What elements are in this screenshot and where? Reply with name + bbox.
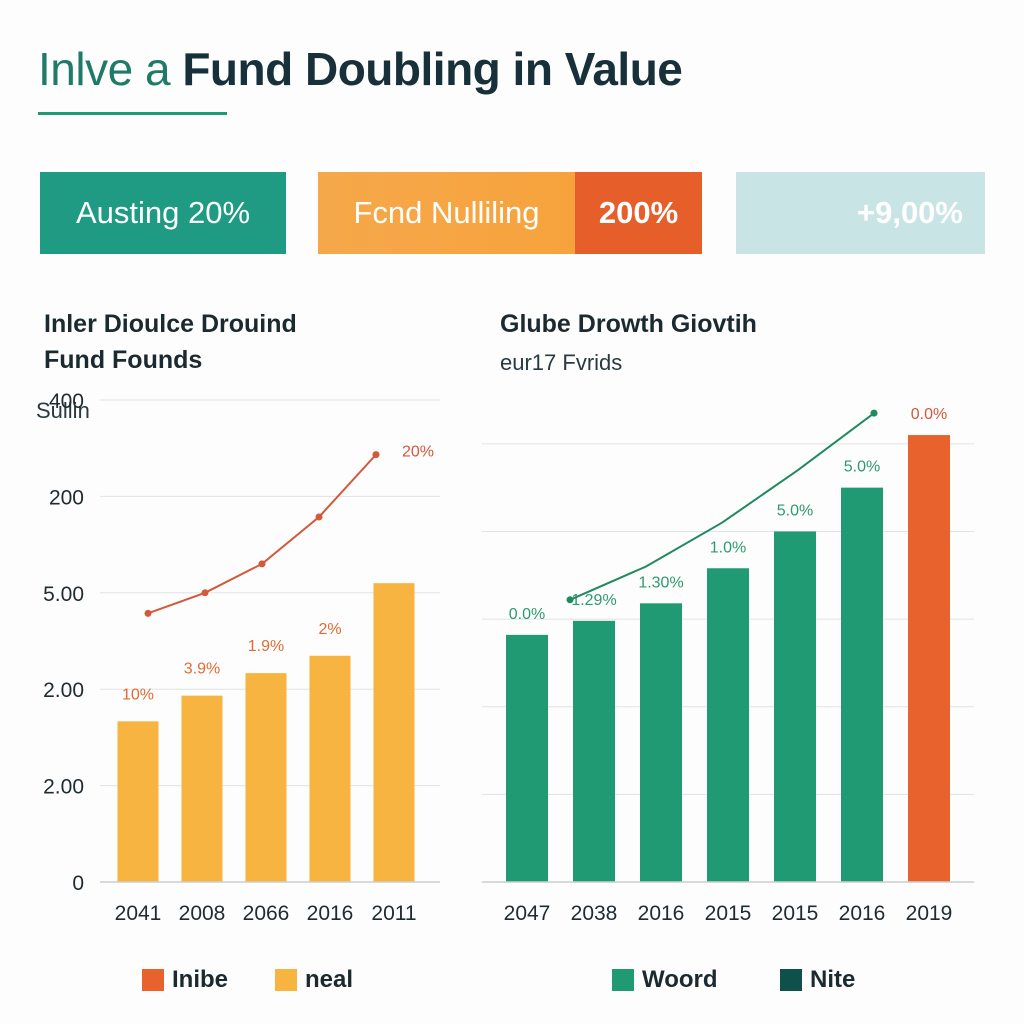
legend-label: Nite [810,966,856,993]
left-chart: Sullin 0 2.00 2.00 5.00 200 400 10% 2041 3.9% 2008… [36,390,440,925]
y-tick-label: 0 [72,872,84,895]
legend-right-1: Woord [612,966,718,994]
y-tick-label: 2.00 [43,776,84,799]
y-axis-label: Sullin [36,398,90,423]
bar-label: 0.0% [911,406,947,423]
legend-left-1: Inibe [142,966,228,994]
x-tick-label: 2016 [839,902,886,925]
trend-point [372,451,380,459]
x-tick-label: 2015 [772,902,819,925]
trend-point [870,409,878,417]
bar [774,531,816,882]
title-bold: Fund Doubling in Value [182,43,683,95]
legend-label: Inibe [172,966,229,993]
banner-middle: Fcnd Nulliling 200% [318,172,702,254]
trend-point [201,589,209,597]
right-chart: 0.0% 2047 1.29% 2038 1.30% 2016 1.0% 2015 5.0% 20… [482,406,974,925]
bar [573,620,615,882]
x-tick-label: 2015 [705,902,752,925]
x-tick-label: 2038 [571,902,618,925]
banner-middle-label: Fcnd Nulliling [318,172,575,254]
bar [309,655,351,882]
x-tick-label: 2041 [115,902,162,925]
bar [707,568,749,882]
right-chart-title: Glube Drowth Giovtih [500,310,757,338]
left-chart-subtitle: Fund Founds [44,346,203,374]
bar-label: 5.0% [777,502,813,519]
banner-middle-value: 200% [575,172,702,254]
x-tick-label: 2011 [371,902,416,925]
banner-right: +9,00% [736,172,985,254]
bar [841,487,883,882]
legend-swatch-dark-teal [780,969,802,991]
bar-label: 0.0% [509,606,545,623]
x-tick-label: 2008 [179,902,226,925]
bar [181,695,223,882]
trend-line [569,412,875,601]
legend-right-2: Nite [780,966,855,994]
bar [506,634,548,882]
x-tick-label: 2016 [638,902,685,925]
bar-label: 2% [318,621,341,638]
bar-label: 1.0% [710,539,746,556]
y-tick-label: 200 [49,486,84,509]
right-chart-subtitle: eur17 Fvrids [500,350,623,375]
y-tick-label: 2.00 [43,679,84,702]
page-title: Inlve a Fund Doubling in Value [38,42,683,96]
bar [908,435,950,882]
trend-point [144,609,152,617]
left-chart-title: Inler Dioulce Drouind [44,310,297,338]
title-light: Inlve a [38,43,171,95]
legend-left-2: neal [275,966,353,994]
x-tick-label: 2066 [243,902,290,925]
bar-label: 10% [122,686,154,703]
trend-point [315,513,323,521]
bar-label: 5.0% [844,459,880,476]
bar [640,603,682,882]
bar-label: 3.9% [184,661,220,678]
x-tick-label: 2016 [307,902,354,925]
title-underline [38,112,227,115]
y-tick-label: 5.00 [43,583,84,606]
bar-label: 1.30% [638,574,683,591]
trend-point [258,560,266,568]
legend-label: Woord [642,966,718,993]
trend-point [566,596,574,604]
legend-swatch-orange [142,969,164,991]
x-tick-label: 2047 [504,902,551,925]
trend-line [147,453,377,615]
bar-label: 1.29% [571,592,616,609]
legend-swatch-yellow [275,969,297,991]
bar [117,721,159,882]
bar [373,583,415,882]
banner-left: Austing 20% [40,172,286,254]
bar [245,673,287,882]
legend-swatch-green [612,969,634,991]
legend-label: neal [305,966,354,993]
y-tick-label: 400 [49,390,84,413]
x-tick-label: 2019 [906,902,953,925]
bar-label: 1.9% [248,638,284,655]
trend-end-label: 20% [402,444,434,461]
